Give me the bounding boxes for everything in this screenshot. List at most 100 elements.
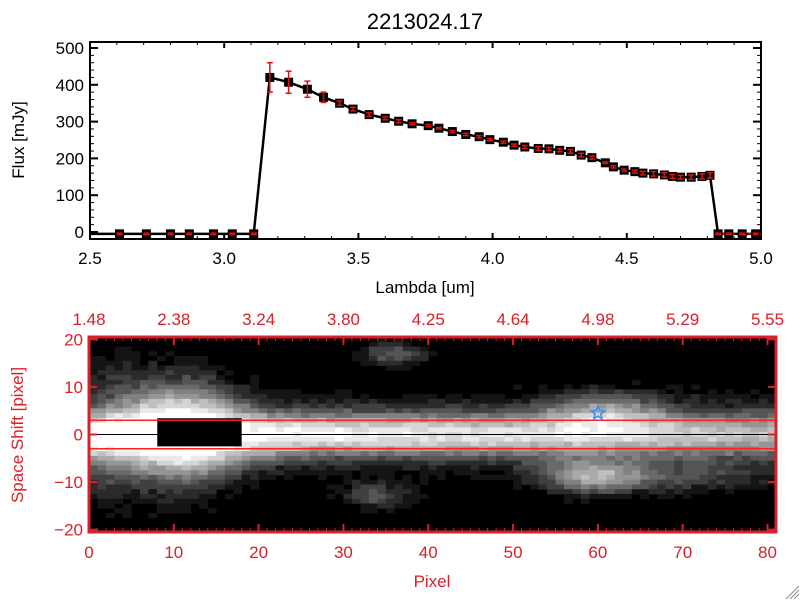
image-cell (360, 408, 370, 414)
image-cell (89, 422, 98, 428)
image-cell (691, 474, 701, 481)
image-cell (182, 356, 192, 362)
image-cell (89, 455, 98, 462)
image-cell (250, 375, 260, 381)
image-cell (674, 398, 684, 404)
image-cell (385, 470, 395, 476)
image-cell (97, 413, 107, 419)
image-cell (419, 422, 429, 428)
image-cell (165, 498, 175, 504)
image-cell (428, 408, 438, 414)
image-cell (589, 484, 599, 490)
image-cell (89, 413, 98, 419)
image-cell (97, 403, 107, 409)
image-cell (343, 470, 353, 476)
image-cell (394, 356, 404, 362)
image-cell (267, 422, 276, 428)
image-cell (513, 436, 522, 443)
image-cell (513, 484, 522, 490)
image-cell (402, 465, 412, 471)
image-cell (682, 479, 692, 485)
resize-grip-icon[interactable] (785, 585, 800, 600)
image-cell (716, 408, 726, 414)
image-cell (725, 413, 734, 419)
image-cell (131, 470, 141, 476)
image-cell (767, 451, 777, 457)
image-cell (767, 460, 777, 466)
image-cell (368, 398, 378, 404)
image-cell (725, 455, 734, 462)
image-cell (614, 441, 624, 447)
image-cell (445, 403, 455, 409)
image-cell (453, 455, 463, 462)
image-cell (445, 436, 455, 443)
image-cell (148, 394, 158, 400)
image-cell (97, 503, 107, 509)
image-cell (182, 460, 192, 466)
image-cell (521, 470, 531, 476)
image-cell (555, 422, 565, 428)
image-cell (614, 465, 624, 471)
image-cell (309, 394, 319, 400)
image-cell (326, 413, 336, 419)
image-cell (699, 489, 709, 495)
image-cell (97, 422, 107, 428)
image-cell (190, 474, 200, 481)
image-cell (190, 389, 200, 395)
image-cell (648, 465, 658, 471)
image-cell (377, 408, 387, 414)
image-cell (631, 451, 641, 457)
image-cell (436, 427, 446, 433)
image-cell (453, 422, 463, 428)
image-cell (216, 384, 226, 390)
image-cell (682, 422, 692, 428)
image-cell (207, 413, 217, 419)
image-cell (233, 460, 243, 466)
image-cell (555, 436, 565, 443)
image-cell (368, 484, 378, 490)
image-cell (402, 346, 412, 352)
image-cell (547, 479, 556, 485)
image-cell (708, 389, 718, 395)
image-cell (173, 503, 183, 509)
image-cell (750, 470, 760, 476)
image-cell (742, 455, 751, 462)
image-cell (631, 479, 641, 485)
image-cell (428, 465, 438, 471)
image-cell (419, 403, 429, 409)
image-cell (725, 451, 734, 457)
image-cell (555, 408, 565, 414)
image-cell (402, 493, 412, 500)
image-cell (377, 489, 387, 495)
image-cell (148, 460, 158, 466)
image-cell (733, 427, 743, 433)
image-cell (691, 398, 701, 404)
image-cell (156, 408, 166, 414)
image-cell (563, 484, 573, 490)
image-cell (479, 394, 489, 400)
image-cell (250, 436, 260, 443)
image-cell (691, 436, 701, 443)
image-cell (199, 370, 209, 376)
image-cell (122, 413, 132, 419)
image-cell (563, 427, 573, 433)
image-cell (97, 470, 107, 476)
image-cell (233, 465, 243, 471)
image-cell (173, 489, 183, 495)
image-cell (351, 493, 361, 500)
image-cell (428, 470, 438, 476)
image-cell (318, 408, 327, 414)
image-cell (394, 465, 404, 471)
image-cell (377, 341, 387, 347)
image-cell (165, 370, 175, 376)
top-x-tick-label: 3.24 (242, 310, 275, 329)
image-cell (131, 479, 141, 485)
image-cell (614, 427, 624, 433)
image-cell (114, 346, 124, 352)
image-cell (233, 389, 243, 395)
image-cell (419, 441, 429, 447)
image-cell (614, 394, 624, 400)
image-cell (640, 474, 650, 481)
image-cell (547, 460, 556, 466)
image-cell (657, 484, 667, 490)
